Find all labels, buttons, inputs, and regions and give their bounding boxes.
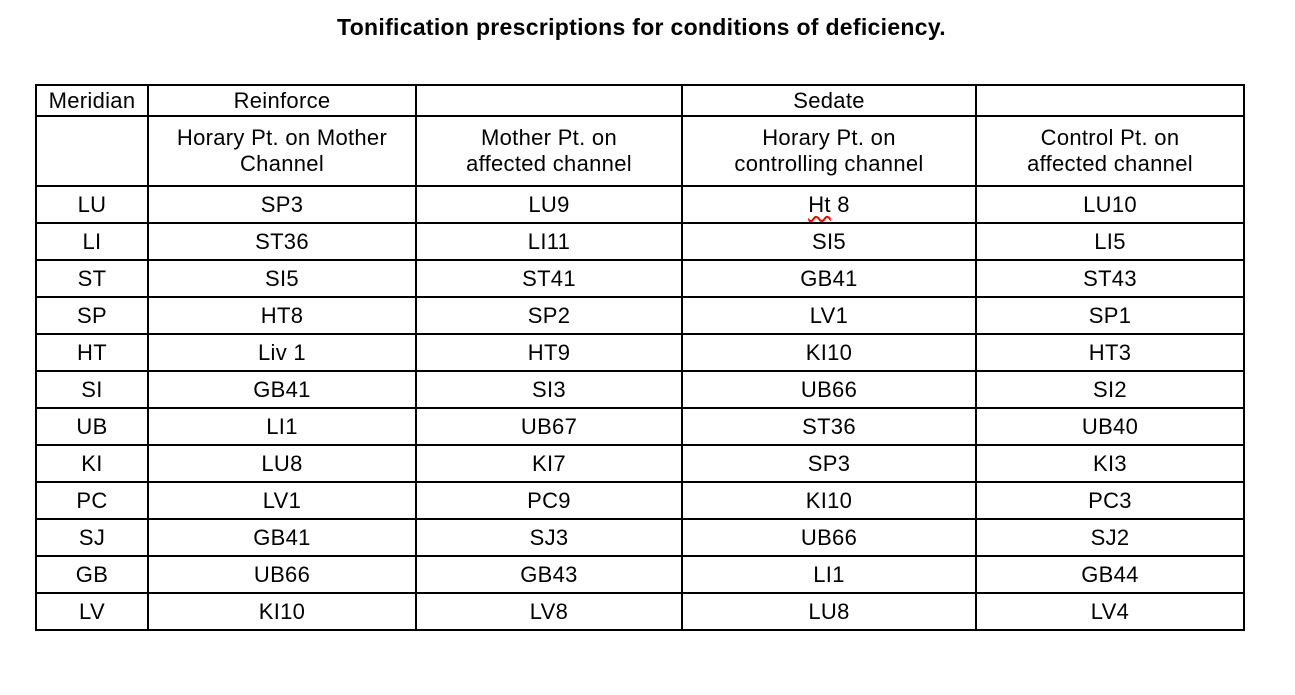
cell-meridian: UB bbox=[35, 407, 149, 446]
cell-meridian: LU bbox=[35, 185, 149, 224]
cell-reinforce-mother-pt-on-affected-channel: LV8 bbox=[415, 592, 683, 631]
cell-sedate-control-pt-on-affected-channel: UB40 bbox=[975, 407, 1245, 446]
cell-sedate-horary-pt-on-controlling-channel: LV1 bbox=[681, 296, 977, 335]
cell-meridian: LV bbox=[35, 592, 149, 631]
cell-meridian: HT bbox=[35, 333, 149, 372]
table-row: PC LV1 PC9 KI10 PC3 bbox=[35, 481, 1245, 520]
cell-reinforce-mother-pt-on-affected-channel: UB67 bbox=[415, 407, 683, 446]
cell-reinforce-mother-pt-on-affected-channel: HT9 bbox=[415, 333, 683, 372]
cell-sedate-control-pt-on-affected-channel: LU10 bbox=[975, 185, 1245, 224]
cell-sedate-control-pt-on-affected-channel: SJ2 bbox=[975, 518, 1245, 557]
table-body: LU SP3 LU9 Ht 8 LU10 LI ST36 LI11 SI5 LI5 ST SI5 ST4… bbox=[35, 185, 1245, 631]
cell-sedate-horary-pt-on-controlling-channel: SP3 bbox=[681, 444, 977, 483]
header-row-groups: Meridian Reinforce Sedate bbox=[35, 84, 1245, 117]
cell-reinforce-mother-pt-on-affected-channel: LU9 bbox=[415, 185, 683, 224]
cell-meridian: SJ bbox=[35, 518, 149, 557]
cell-sedate-control-pt-on-affected-channel: ST43 bbox=[975, 259, 1245, 298]
table-row: GB UB66 GB43 LI1 GB44 bbox=[35, 555, 1245, 594]
table-row: LU SP3 LU9 Ht 8 LU10 bbox=[35, 185, 1245, 224]
table-header: Meridian Reinforce Sedate Horary Pt. on … bbox=[35, 84, 1245, 187]
cell-reinforce-horary-pt-on-mother-channel: Liv 1 bbox=[147, 333, 417, 372]
cell-reinforce-horary-pt-on-mother-channel: SI5 bbox=[147, 259, 417, 298]
cell-sedate-control-pt-on-affected-channel: KI3 bbox=[975, 444, 1245, 483]
cell-reinforce-mother-pt-on-affected-channel: SP2 bbox=[415, 296, 683, 335]
cell-sedate-horary-pt-on-controlling-channel: KI10 bbox=[681, 481, 977, 520]
cell-sedate-horary-pt-on-controlling-channel: KI10 bbox=[681, 333, 977, 372]
cell-reinforce-horary-pt-on-mother-channel: KI10 bbox=[147, 592, 417, 631]
cell-sedate-horary-pt-on-controlling-channel: ST36 bbox=[681, 407, 977, 446]
cell-reinforce-horary-pt-on-mother-channel: UB66 bbox=[147, 555, 417, 594]
header-empty-sedate-2 bbox=[975, 84, 1245, 117]
table-row: LI ST36 LI11 SI5 LI5 bbox=[35, 222, 1245, 261]
table-row: HT Liv 1 HT9 KI10 HT3 bbox=[35, 333, 1245, 372]
cell-reinforce-horary-pt-on-mother-channel: HT8 bbox=[147, 296, 417, 335]
cell-reinforce-mother-pt-on-affected-channel: LI11 bbox=[415, 222, 683, 261]
cell-reinforce-mother-pt-on-affected-channel: GB43 bbox=[415, 555, 683, 594]
cell-meridian: SP bbox=[35, 296, 149, 335]
cell-meridian: LI bbox=[35, 222, 149, 261]
cell-sedate-control-pt-on-affected-channel: SI2 bbox=[975, 370, 1245, 409]
document-title: Tonification prescriptions for condition… bbox=[337, 14, 946, 40]
cell-sedate-horary-pt-on-controlling-channel: SI5 bbox=[681, 222, 977, 261]
header-row-subcolumns: Horary Pt. on Mother Channel Mother Pt. … bbox=[35, 115, 1245, 187]
header-meridian: Meridian bbox=[35, 84, 149, 117]
cell-reinforce-horary-pt-on-mother-channel: LV1 bbox=[147, 481, 417, 520]
table-row: ST SI5 ST41 GB41 ST43 bbox=[35, 259, 1245, 298]
header-reinforce: Reinforce bbox=[147, 84, 417, 117]
cell-reinforce-mother-pt-on-affected-channel: PC9 bbox=[415, 481, 683, 520]
table-row: KI LU8 KI7 SP3 KI3 bbox=[35, 444, 1245, 483]
subheader-control-pt-affected-channel: Control Pt. on affected channel bbox=[975, 115, 1245, 187]
table-row: UB LI1 UB67 ST36 UB40 bbox=[35, 407, 1245, 446]
cell-sedate-horary-pt-on-controlling-channel: UB66 bbox=[681, 518, 977, 557]
cell-meridian: KI bbox=[35, 444, 149, 483]
spellcheck-underlined-word: Ht bbox=[808, 191, 831, 217]
cell-sedate-horary-pt-on-controlling-channel: GB41 bbox=[681, 259, 977, 298]
cell-sedate-control-pt-on-affected-channel: GB44 bbox=[975, 555, 1245, 594]
table-row: SJ GB41 SJ3 UB66 SJ2 bbox=[35, 518, 1245, 557]
subheader-mother-pt-affected-channel: Mother Pt. on affected channel bbox=[415, 115, 683, 187]
cell-reinforce-mother-pt-on-affected-channel: SI3 bbox=[415, 370, 683, 409]
cell-meridian: GB bbox=[35, 555, 149, 594]
cell-meridian: PC bbox=[35, 481, 149, 520]
table-row: SP HT8 SP2 LV1 SP1 bbox=[35, 296, 1245, 335]
header-sedate: Sedate bbox=[681, 84, 977, 117]
cell-reinforce-mother-pt-on-affected-channel: KI7 bbox=[415, 444, 683, 483]
cell-sedate-control-pt-on-affected-channel: HT3 bbox=[975, 333, 1245, 372]
cell-sedate-horary-pt-on-controlling-channel: Ht 8 bbox=[681, 185, 977, 224]
cell-sedate-control-pt-on-affected-channel: LV4 bbox=[975, 592, 1245, 631]
cell-sedate-control-pt-on-affected-channel: PC3 bbox=[975, 481, 1245, 520]
tonification-table: Meridian Reinforce Sedate Horary Pt. on … bbox=[35, 84, 1245, 631]
header-empty-reinforce-2 bbox=[415, 84, 683, 117]
cell-sedate-horary-pt-on-controlling-channel: LU8 bbox=[681, 592, 977, 631]
cell-meridian: SI bbox=[35, 370, 149, 409]
cell-sedate-horary-pt-on-controlling-channel: UB66 bbox=[681, 370, 977, 409]
cell-reinforce-horary-pt-on-mother-channel: LI1 bbox=[147, 407, 417, 446]
cell-reinforce-horary-pt-on-mother-channel: SP3 bbox=[147, 185, 417, 224]
cell-reinforce-horary-pt-on-mother-channel: GB41 bbox=[147, 518, 417, 557]
cell-reinforce-mother-pt-on-affected-channel: SJ3 bbox=[415, 518, 683, 557]
subheader-horary-pt-controlling-channel: Horary Pt. on controlling channel bbox=[681, 115, 977, 187]
cell-meridian: ST bbox=[35, 259, 149, 298]
cell-reinforce-horary-pt-on-mother-channel: ST36 bbox=[147, 222, 417, 261]
table-row: SI GB41 SI3 UB66 SI2 bbox=[35, 370, 1245, 409]
table-row: LV KI10 LV8 LU8 LV4 bbox=[35, 592, 1245, 631]
cell-reinforce-horary-pt-on-mother-channel: LU8 bbox=[147, 444, 417, 483]
cell-reinforce-horary-pt-on-mother-channel: GB41 bbox=[147, 370, 417, 409]
subheader-horary-pt-mother-channel: Horary Pt. on Mother Channel bbox=[147, 115, 417, 187]
cell-reinforce-mother-pt-on-affected-channel: ST41 bbox=[415, 259, 683, 298]
cell-sedate-horary-pt-on-controlling-channel: LI1 bbox=[681, 555, 977, 594]
cell-sedate-control-pt-on-affected-channel: SP1 bbox=[975, 296, 1245, 335]
subheader-empty bbox=[35, 115, 149, 187]
cell-sedate-control-pt-on-affected-channel: LI5 bbox=[975, 222, 1245, 261]
